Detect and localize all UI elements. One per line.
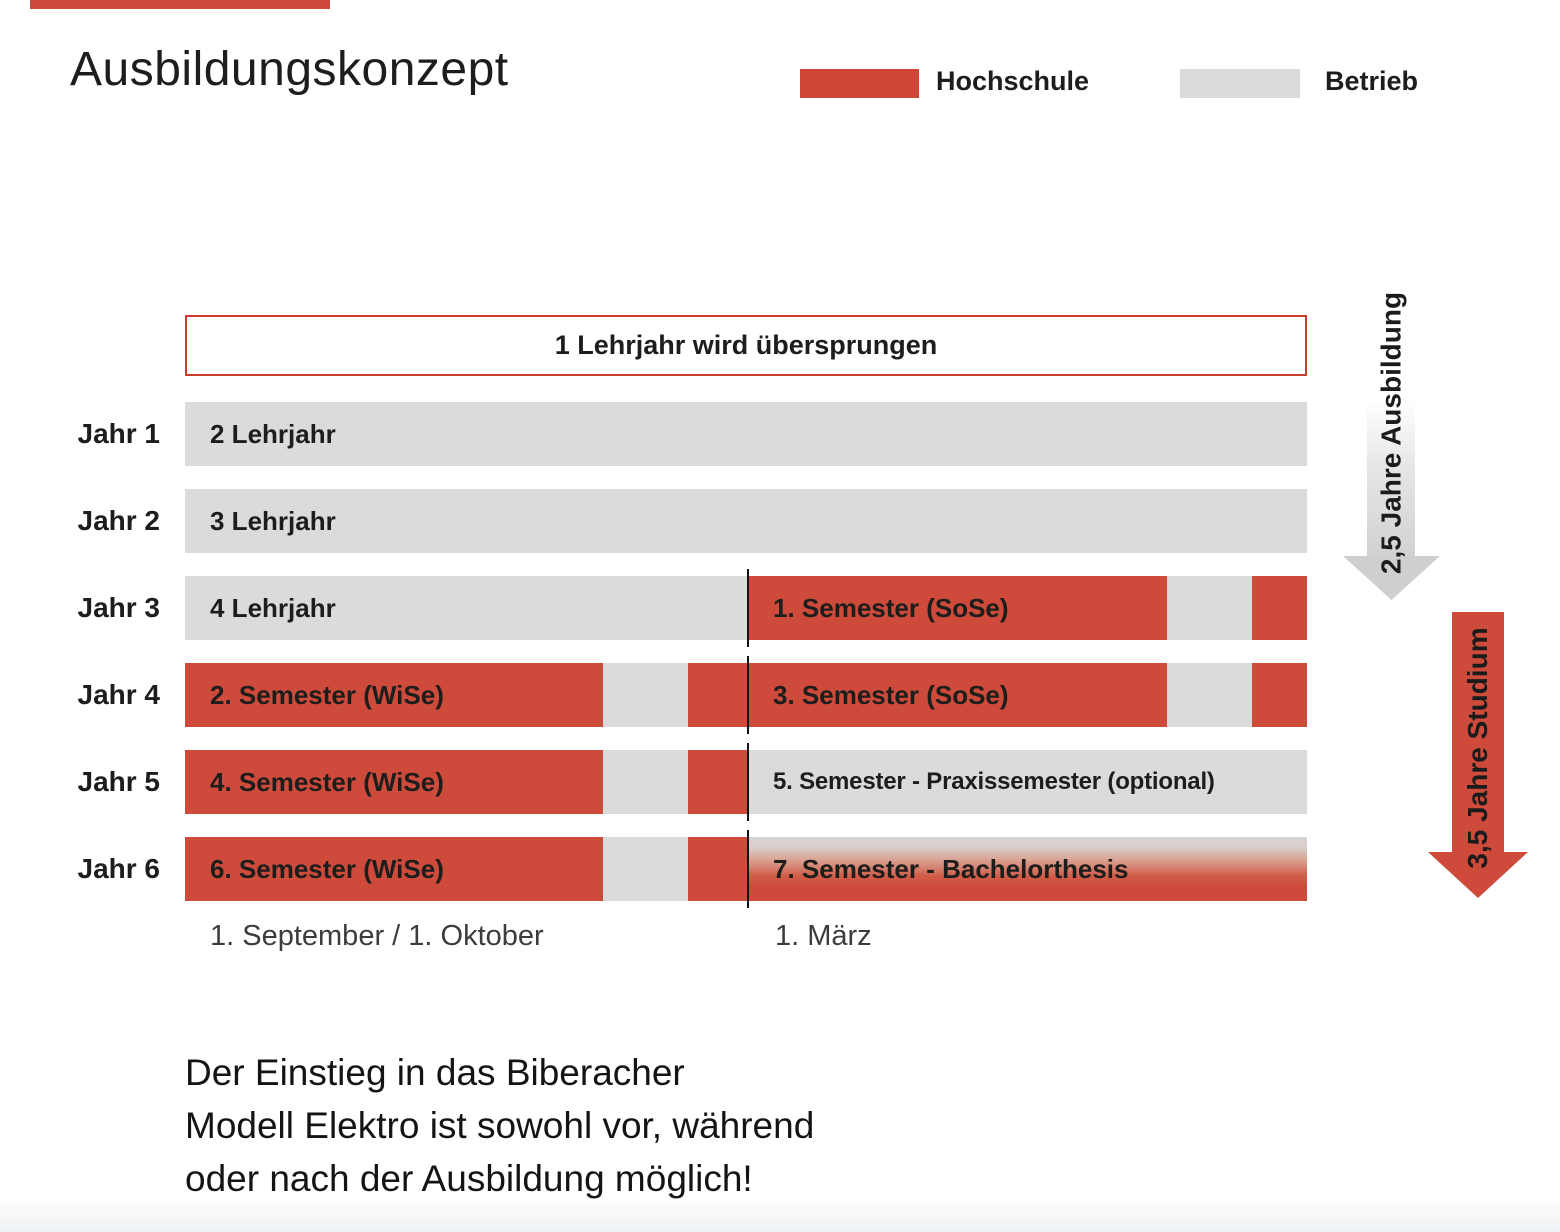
timeline-row-jahr-4: Jahr 4 2. Semester (WiSe) 3. Semester (S…	[0, 656, 1560, 734]
segment-betrieb	[603, 663, 688, 727]
segment-hochschule: 2. Semester (WiSe)	[185, 663, 603, 727]
legend-swatch-hochschule	[800, 69, 919, 98]
page-title: Ausbildungskonzept	[70, 43, 509, 96]
timeline-row-jahr-2: Jahr 2 3 Lehrjahr	[0, 489, 1560, 553]
segment-betrieb	[1167, 663, 1252, 727]
year-label: Jahr 5	[77, 766, 161, 797]
segment-hochschule	[688, 837, 748, 901]
footer-line-2: Modell Elektro ist sowohl vor, während	[185, 1105, 815, 1146]
top-accent-bar	[30, 0, 330, 9]
studium-arrow-label: 3,5 Jahre Studium	[1462, 627, 1493, 869]
legend-label-hochschule: Hochschule	[936, 66, 1090, 96]
segment-betrieb: 3 Lehrjahr	[185, 489, 1307, 553]
segment-label: 7. Semester - Bachelorthesis	[773, 853, 1129, 884]
segment-label: 1. Semester (SoSe)	[773, 592, 1009, 623]
segment-label: 4. Semester (WiSe)	[210, 766, 444, 797]
semester-divider-line	[747, 656, 749, 734]
footer-line-1: Der Einstieg in das Biberacher	[185, 1052, 685, 1093]
year-label: Jahr 4	[77, 679, 161, 710]
year-bar: 2 Lehrjahr	[185, 402, 1307, 466]
segment-betrieb	[603, 837, 688, 901]
segment-hochschule	[688, 663, 748, 727]
year-bar: 2. Semester (WiSe) 3. Semester (SoSe)	[185, 656, 1307, 734]
timeline-row-jahr-6: Jahr 6 6. Semester (WiSe) 7. Semester - …	[0, 830, 1560, 908]
segment-hochschule-gradient: 7. Semester - Bachelorthesis	[748, 837, 1307, 901]
date-summer-start: 1. März	[775, 920, 872, 952]
ausbildung-arrow-label: 2,5 Jahre Ausbildung	[1375, 291, 1407, 575]
footer-paragraph: Der Einstieg in das Biberacher Modell El…	[185, 1046, 814, 1205]
year-bar: 6. Semester (WiSe) 7. Semester - Bachelo…	[185, 830, 1307, 908]
segment-hochschule	[688, 750, 748, 814]
year-label: Jahr 6	[77, 853, 161, 884]
year-bar: 3 Lehrjahr	[185, 489, 1307, 553]
studium-arrow-shaft	[1452, 612, 1504, 852]
segment-betrieb: 5. Semester - Praxissemester (optional)	[748, 750, 1307, 814]
segment-label: 4 Lehrjahr	[210, 592, 336, 623]
semester-divider-line	[747, 743, 749, 821]
segment-hochschule: 6. Semester (WiSe)	[185, 837, 603, 901]
segment-betrieb: 2 Lehrjahr	[185, 402, 1307, 466]
segment-label: 6. Semester (WiSe)	[210, 853, 444, 884]
legend-label-betrieb: Betrieb	[1325, 66, 1419, 96]
year-label: Jahr 1	[77, 418, 161, 449]
segment-hochschule	[1252, 663, 1307, 727]
timeline-row-jahr-3: Jahr 3 4 Lehrjahr 1. Semester (SoSe)	[0, 569, 1560, 647]
segment-label: 3 Lehrjahr	[210, 505, 336, 536]
year-label: Jahr 2	[77, 505, 161, 536]
timeline-row-jahr-5: Jahr 5 4. Semester (WiSe) 5. Semester - …	[0, 743, 1560, 821]
semester-divider-line	[747, 569, 749, 647]
segment-betrieb: 4 Lehrjahr	[185, 576, 748, 640]
segment-label: 5. Semester - Praxissemester (optional)	[773, 768, 1215, 795]
date-winter-start: 1. September / 1. Oktober	[210, 920, 544, 952]
skip-year-banner: 1 Lehrjahr wird übersprungen	[185, 315, 1307, 376]
legend-swatch-betrieb	[1180, 69, 1300, 98]
segment-betrieb	[1167, 576, 1252, 640]
segment-hochschule: 1. Semester (SoSe)	[748, 576, 1167, 640]
year-bar: 4 Lehrjahr 1. Semester (SoSe)	[185, 569, 1307, 647]
segment-hochschule: 4. Semester (WiSe)	[185, 750, 603, 814]
timeline-row-jahr-1: Jahr 1 2 Lehrjahr	[0, 402, 1560, 466]
segment-hochschule: 3. Semester (SoSe)	[748, 663, 1167, 727]
ausbildung-arrow-shaft	[1367, 399, 1415, 556]
year-bar: 4. Semester (WiSe) 5. Semester - Praxiss…	[185, 743, 1307, 821]
skip-year-banner-text: 1 Lehrjahr wird übersprungen	[554, 330, 938, 360]
semester-divider-line	[747, 830, 749, 908]
segment-hochschule	[1252, 576, 1307, 640]
segment-label: 3. Semester (SoSe)	[773, 679, 1009, 710]
footer-line-3: oder nach der Ausbildung möglich!	[185, 1158, 753, 1199]
segment-label: 2 Lehrjahr	[210, 418, 336, 449]
year-label: Jahr 3	[77, 592, 161, 623]
segment-betrieb	[603, 750, 688, 814]
segment-label: 2. Semester (WiSe)	[210, 679, 444, 710]
bottom-fade-band	[0, 1196, 1560, 1232]
